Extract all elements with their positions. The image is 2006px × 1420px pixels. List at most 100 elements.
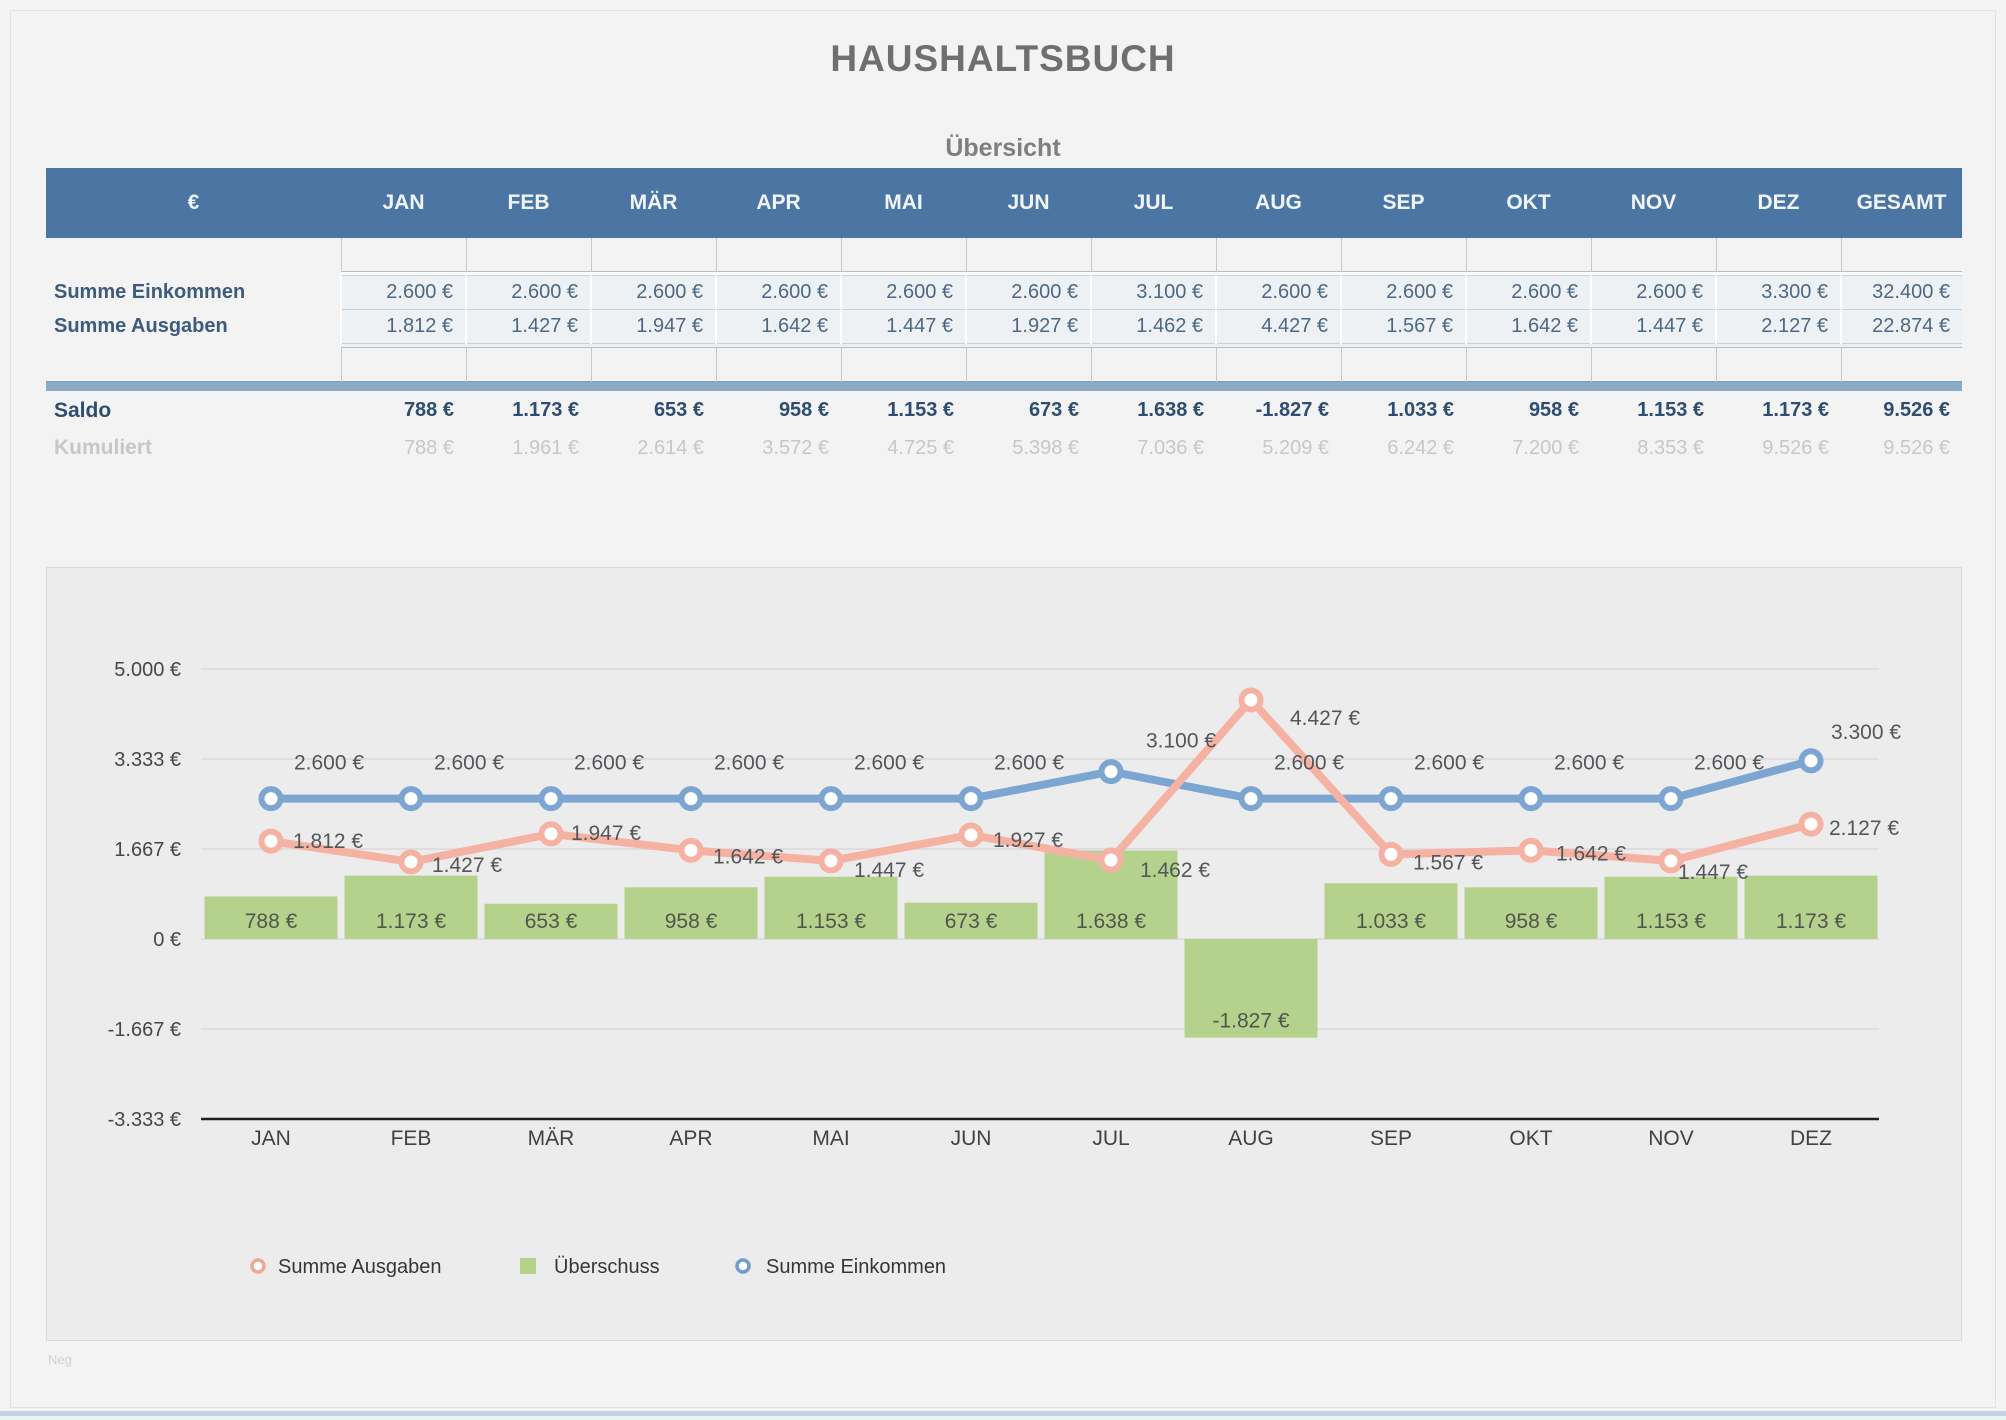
column-header-okt[interactable]: OKT [1466,168,1591,238]
table-cell-saldo-okt[interactable]: 958 € [1528,399,1579,421]
legend-item-summe-ausgaben[interactable]: Summe Ausgaben [250,1256,441,1278]
legend-item-summe-einkommen[interactable]: Summe Einkommen [735,1256,946,1278]
table-cell-einkommen-apr[interactable]: 2.600 € [715,275,841,310]
table-cell-kumuliert-dez[interactable]: 9.526 € [1762,436,1829,459]
table-cell-kumuliert-nov[interactable]: 8.353 € [1637,436,1704,459]
table-cell-ausgaben-mai[interactable]: 1.447 € [840,309,966,344]
einkommen-marker-okt[interactable] [1518,786,1544,812]
ausgaben-marker-jan[interactable] [258,828,284,854]
bar-ueberschuss-apr[interactable] [624,887,758,939]
einkommen-marker-jun[interactable] [958,786,984,812]
ausgaben-marker-feb[interactable] [398,849,424,875]
ausgaben-marker-dez[interactable] [1798,811,1824,837]
einkommen-marker-feb[interactable] [398,786,424,812]
ausgaben-marker-mär[interactable] [538,821,564,847]
legend-item-überschuss[interactable]: Überschuss [520,1256,660,1278]
overview-table[interactable]: € JAN FEB MÄR APR MAI JUN JUL AUG SEP OKT NOV DEZ GES… [46,168,1962,466]
bar-ueberschuss-feb[interactable] [344,875,478,939]
einkommen-marker-jan[interactable] [258,786,284,812]
table-cell-ausgaben-feb[interactable]: 1.427 € [465,309,591,344]
bar-ueberschuss-mär[interactable] [484,903,618,939]
table-cell-einkommen-mär[interactable]: 2.600 € [590,275,716,310]
row-label-ausgaben[interactable]: Summe Ausgaben [54,315,228,337]
table-cell-einkommen-sep[interactable]: 2.600 € [1340,275,1466,310]
row-label-kumuliert[interactable]: Kumuliert [54,436,153,459]
table-cell-saldo-sep[interactable]: 1.033 € [1387,399,1454,421]
table-cell-saldo-jul[interactable]: 1.638 € [1137,399,1204,421]
table-cell-kumuliert-sep[interactable]: 6.242 € [1387,436,1454,459]
einkommen-marker-mär[interactable] [538,786,564,812]
einkommen-marker-aug[interactable] [1238,786,1264,812]
line-summe-ausgaben[interactable] [267,695,1815,866]
ausgaben-marker-jun[interactable] [958,822,984,848]
table-cell-saldo-dez[interactable]: 1.173 € [1762,399,1829,421]
column-header-mär[interactable]: MÄR [591,168,716,238]
column-header-apr[interactable]: APR [716,168,841,238]
overview-chart-panel[interactable]: 5.000 € 3.333 € 1.667 € 0 € -1.667 € -3.333 €… [46,567,1962,1341]
table-cell-saldo-feb[interactable]: 1.173 € [512,399,579,421]
table-cell-einkommen-jul[interactable]: 3.100 € [1090,275,1216,310]
column-header-sep[interactable]: SEP [1341,168,1466,238]
column-header-feb[interactable]: FEB [466,168,591,238]
einkommen-marker-apr[interactable] [678,786,704,812]
table-cell-ausgaben-aug[interactable]: 4.427 € [1215,309,1341,344]
einkommen-marker-nov[interactable] [1658,786,1684,812]
table-cell-saldo-aug[interactable]: -1.827 € [1255,399,1329,421]
ausgaben-marker-nov[interactable] [1658,848,1684,874]
table-cell-ausgaben-mär[interactable]: 1.947 € [590,309,716,344]
einkommen-marker-jul[interactable] [1098,759,1124,785]
table-cell-saldo-nov[interactable]: 1.153 € [1637,399,1704,421]
table-cell-kumuliert-jan[interactable]: 788 € [403,436,454,459]
column-header-dez[interactable]: DEZ [1716,168,1841,238]
table-cell-einkommen-dez[interactable]: 3.300 € [1715,275,1841,310]
einkommen-marker-dez[interactable] [1798,748,1824,774]
ausgaben-marker-apr[interactable] [678,837,704,863]
table-cell-ausgaben-jul[interactable]: 1.462 € [1090,309,1216,344]
einkommen-marker-sep[interactable] [1378,786,1404,812]
table-cell-kumuliert-gesamt[interactable]: 9.526 € [1883,436,1950,459]
table-cell-kumuliert-mär[interactable]: 2.614 € [637,436,704,459]
ausgaben-marker-okt[interactable] [1518,837,1544,863]
column-header-mai[interactable]: MAI [841,168,966,238]
table-cell-ausgaben-dez[interactable]: 2.127 € [1715,309,1841,344]
table-cell-einkommen-aug[interactable]: 2.600 € [1215,275,1341,310]
table-cell-kumuliert-feb[interactable]: 1.961 € [512,436,579,459]
column-header-gesamt[interactable]: GESAMT [1841,168,1962,238]
column-header-jun[interactable]: JUN [966,168,1091,238]
table-cell-ausgaben-jun[interactable]: 1.927 € [965,309,1091,344]
ausgaben-marker-mai[interactable] [818,848,844,874]
table-cell-ausgaben-apr[interactable]: 1.642 € [715,309,841,344]
row-label-einkommen[interactable]: Summe Einkommen [54,281,246,303]
bar-ueberschuss-dez[interactable] [1744,875,1878,939]
ausgaben-marker-aug[interactable] [1238,687,1264,713]
table-cell-kumuliert-mai[interactable]: 4.725 € [887,436,954,459]
table-cell-einkommen-jan[interactable]: 2.600 € [340,275,466,310]
bar-ueberschuss-jun[interactable] [904,902,1038,939]
bar-ueberschuss-okt[interactable] [1464,887,1598,939]
column-header-jan[interactable]: JAN [341,168,466,238]
table-cell-saldo-mär[interactable]: 653 € [653,399,704,421]
table-cell-kumuliert-aug[interactable]: 5.209 € [1262,436,1329,459]
ausgaben-marker-jul[interactable] [1098,847,1124,873]
table-cell-ausgaben-okt[interactable]: 1.642 € [1465,309,1591,344]
table-cell-einkommen-okt[interactable]: 2.600 € [1465,275,1591,310]
table-cell-saldo-jan[interactable]: 788 € [403,399,454,421]
column-header-[interactable]: € [46,168,341,238]
table-cell-kumuliert-jun[interactable]: 5.398 € [1012,436,1079,459]
overview-chart[interactable]: 5.000 € 3.333 € 1.667 € 0 € -1.667 € -3.333 €… [47,568,1961,1340]
einkommen-marker-mai[interactable] [818,786,844,812]
bar-ueberschuss-sep[interactable] [1324,883,1458,939]
row-label-saldo[interactable]: Saldo [54,398,112,422]
ausgaben-marker-sep[interactable] [1378,841,1404,867]
table-cell-einkommen-mai[interactable]: 2.600 € [840,275,966,310]
column-header-aug[interactable]: AUG [1216,168,1341,238]
line-summe-einkommen[interactable] [267,756,1815,803]
table-cell-saldo-jun[interactable]: 673 € [1028,399,1079,421]
table-cell-einkommen-feb[interactable]: 2.600 € [465,275,591,310]
table-cell-kumuliert-okt[interactable]: 7.200 € [1512,436,1579,459]
table-cell-ausgaben-gesamt[interactable]: 22.874 € [1840,309,1962,344]
table-cell-ausgaben-jan[interactable]: 1.812 € [340,309,466,344]
table-cell-ausgaben-sep[interactable]: 1.567 € [1340,309,1466,344]
column-header-nov[interactable]: NOV [1591,168,1716,238]
bar-ueberschuss-aug[interactable] [1184,939,1318,1038]
